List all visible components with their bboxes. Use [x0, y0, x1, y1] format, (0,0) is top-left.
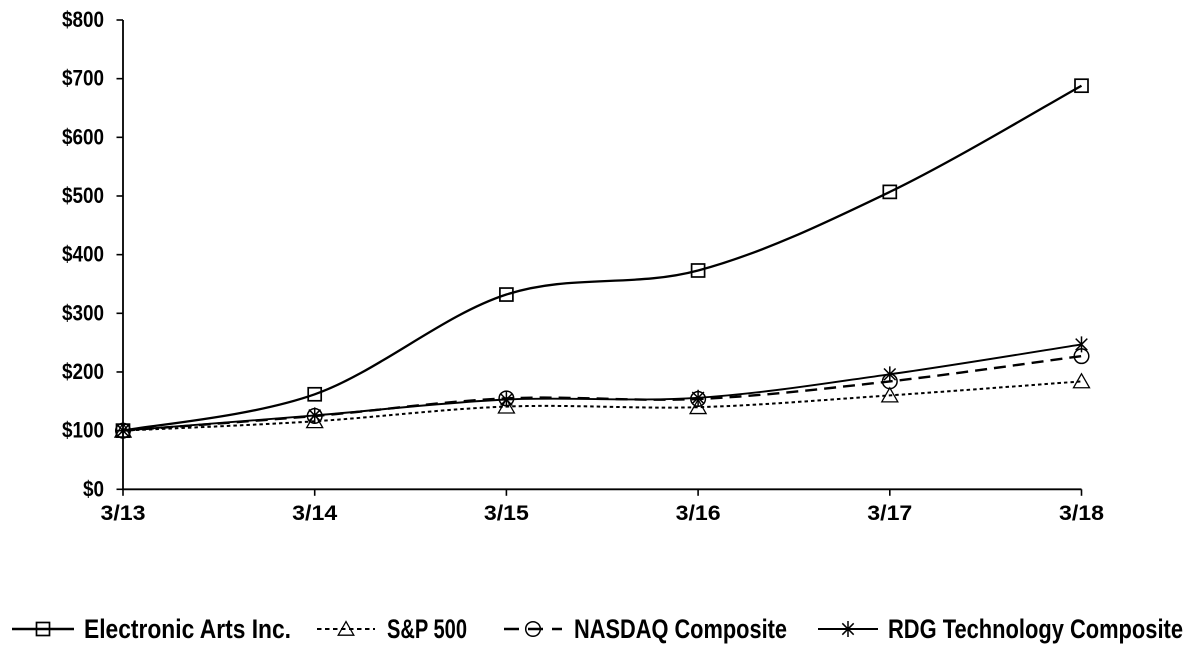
square-marker	[307, 386, 323, 402]
x-tick-label: 3/17	[867, 502, 912, 525]
triangle-marker-icon	[337, 620, 355, 636]
series-line-circle	[122, 354, 1082, 432]
star-marker	[500, 391, 513, 408]
triangle-marker	[497, 397, 516, 414]
circle-marker	[306, 407, 323, 425]
square-marker-icon	[35, 621, 51, 637]
y-tick-label: $600	[62, 124, 104, 149]
y-tick-label: $500	[62, 183, 104, 208]
x-tick-label: 3/16	[676, 502, 721, 525]
y-tick-label: $100	[62, 418, 104, 443]
triangle-marker	[1072, 372, 1091, 389]
y-tick-label: $200	[62, 359, 104, 384]
y-tick-label: $700	[62, 66, 104, 91]
circle-marker	[498, 390, 515, 407]
x-tick-label: 3/13	[101, 502, 146, 525]
star-marker	[1075, 336, 1088, 353]
square-marker	[115, 423, 131, 438]
star-marker-icon	[841, 621, 855, 637]
legend-item-electronic-arts: Electronic Arts Inc.	[12, 614, 291, 644]
y-tick-label: $0	[83, 476, 104, 501]
star-marker	[116, 422, 130, 439]
star-marker	[308, 407, 322, 424]
square-marker	[882, 184, 898, 200]
star-marker	[691, 389, 705, 406]
circle-marker-icon	[524, 620, 542, 638]
x-tick-label: 3/14	[292, 502, 337, 525]
circle-marker	[881, 373, 898, 390]
circle-marker	[1073, 348, 1090, 365]
series-line-square	[122, 84, 1083, 432]
legend-item-rdg-technology: RDG Technology Composite	[818, 614, 1183, 644]
series-lines	[122, 84, 1083, 432]
triangle-marker	[305, 412, 324, 429]
square-marker	[1074, 78, 1089, 94]
x-tick-label: 3/18	[1059, 502, 1104, 525]
data-point-markers	[113, 78, 1091, 439]
square-marker	[690, 263, 706, 278]
legend-item-sp500: S&P 500	[317, 614, 467, 644]
legend-label: RDG Technology Composite	[888, 614, 1183, 644]
axes: $0 $100 $200 $300 $400 $500 $600 $700 $800 3/13 3/…	[62, 7, 1104, 525]
square-marker	[499, 287, 514, 302]
y-tick-label: $300	[62, 300, 104, 325]
legend-label: Electronic Arts Inc.	[84, 614, 291, 644]
triangle-marker	[880, 386, 899, 403]
legend: Electronic Arts Inc. S&P 500 NASDAQ Comp…	[12, 614, 1183, 644]
series-line-star	[122, 343, 1082, 432]
legend-label: S&P 500	[387, 614, 467, 644]
legend-item-nasdaq: NASDAQ Composite	[504, 614, 787, 644]
triangle-marker	[688, 398, 708, 415]
circle-marker	[690, 390, 707, 408]
x-tick-label: 3/15	[484, 502, 529, 525]
y-tick-label: $800	[62, 7, 104, 32]
y-tick-label: $400	[62, 242, 104, 267]
legend-label: NASDAQ Composite	[574, 614, 787, 644]
series-line-triangle	[122, 380, 1082, 432]
